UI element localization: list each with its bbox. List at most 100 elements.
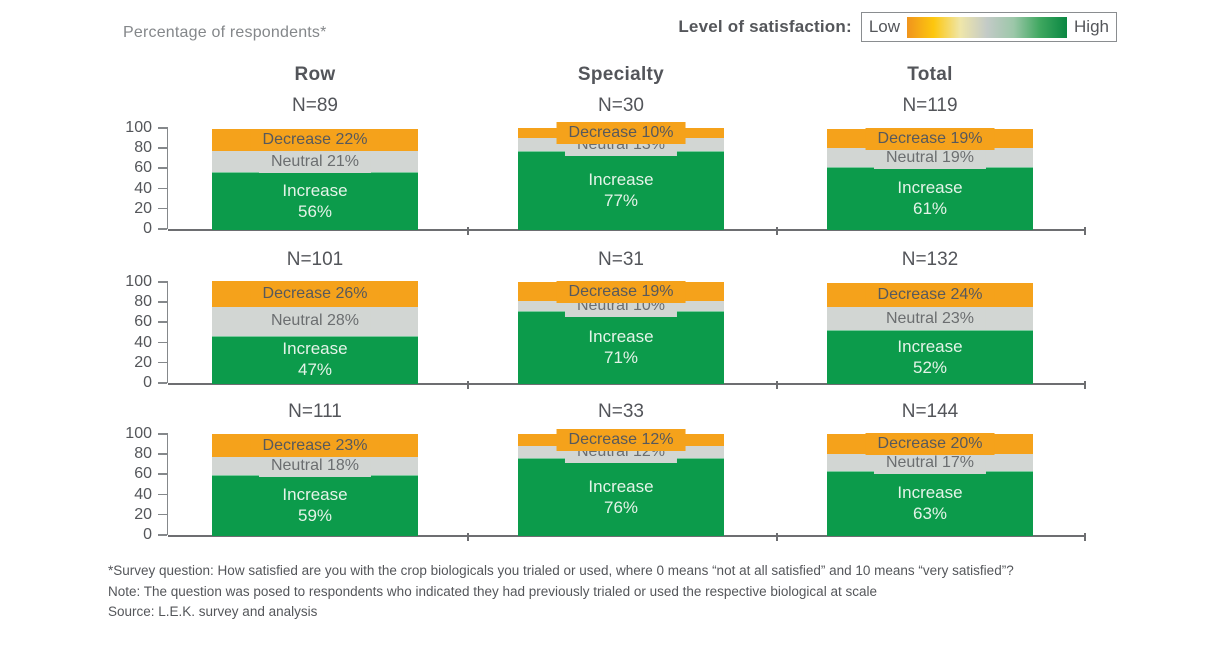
segment-label-increase: Increase 59% (282, 485, 348, 526)
segment-label-decrease: Decrease 19% (865, 127, 995, 150)
sample-size-label: N=132 (901, 249, 959, 270)
y-axis-unit-label: Percentage of respondents* (123, 24, 327, 41)
segment-label-increase: Increase 71% (588, 327, 654, 368)
segment-label-increase: Increase 63% (897, 483, 963, 524)
sample-size-label: N=33 (598, 401, 644, 422)
y-axis-tick-label: 20 (134, 353, 152, 371)
y-axis-tick (158, 433, 167, 435)
sample-size-label: N=30 (598, 95, 644, 116)
y-axis-tick (158, 473, 167, 475)
segment-label-increase: Increase 76% (588, 476, 654, 517)
column-title: Total (907, 64, 953, 85)
segment-label-neutral: Neutral 17% (873, 451, 987, 474)
y-axis-line (166, 281, 168, 383)
y-axis-tick (158, 534, 167, 536)
y-axis-tick (158, 281, 167, 283)
x-axis-divider-tick (1084, 227, 1086, 235)
segment-label-decrease: Decrease 26% (250, 283, 380, 306)
segment-label-increase: Increase 77% (588, 170, 654, 211)
y-axis-tick-label: 60 (134, 159, 152, 177)
sample-size-label: N=31 (598, 249, 644, 270)
legend-title: Level of satisfaction: (678, 17, 852, 36)
y-axis-tick (158, 167, 167, 169)
segment-label-neutral: Neutral 23% (873, 307, 987, 330)
y-axis-tick (158, 187, 167, 190)
sample-size-label: N=101 (286, 249, 344, 270)
segment-label-increase: Increase 47% (282, 339, 348, 380)
segment-label-decrease: Decrease 19% (556, 280, 686, 303)
segment-label-increase: Increase 56% (282, 180, 348, 221)
x-axis-divider-tick (1084, 381, 1086, 389)
y-axis-tick-label: 80 (134, 445, 152, 463)
sample-size-label: N=119 (902, 95, 958, 116)
y-axis-tick-label: 60 (134, 465, 152, 483)
segment-label-neutral: Neutral 28% (258, 310, 372, 333)
y-axis-tick (158, 382, 167, 384)
x-axis-divider-tick (776, 381, 778, 389)
y-axis-tick (158, 513, 167, 516)
bar-segment-increase (827, 330, 1033, 384)
y-axis-tick (158, 453, 167, 455)
x-axis-divider-tick (776, 227, 778, 235)
x-axis-divider-tick (1084, 533, 1086, 541)
y-axis-tick-label: 20 (134, 199, 152, 217)
legend-gradient-bar (907, 16, 1068, 38)
y-axis-tick-label: 0 (143, 526, 152, 543)
y-axis-tick (158, 341, 167, 344)
segment-label-neutral: Neutral 19% (873, 146, 987, 169)
legend-low-label: Low (868, 17, 901, 36)
segment-label-neutral: Neutral 21% (258, 150, 372, 173)
footnote-survey-question: *Survey question: How satisfied are you … (108, 563, 1014, 578)
y-axis-tick-label: 100 (125, 119, 152, 136)
segment-label-decrease: Decrease 10% (556, 122, 686, 145)
y-axis-tick (158, 321, 167, 323)
y-axis-tick (158, 147, 167, 149)
legend-scale-box: Low High (860, 12, 1117, 42)
legend-high-label: High (1074, 17, 1109, 36)
y-axis-tick (158, 207, 167, 210)
footnotes: *Survey question: How satisfied are you … (108, 562, 1088, 624)
x-axis-divider-tick (467, 533, 469, 541)
segment-label-increase: Increase 61% (897, 178, 963, 219)
y-axis-tick-label: 40 (134, 333, 152, 351)
y-axis-tick (158, 493, 167, 496)
sample-size-label: N=111 (288, 401, 342, 422)
bar-segment-increase (212, 172, 418, 230)
segment-label-decrease: Decrease 24% (865, 284, 995, 307)
y-axis-tick-label: 80 (134, 139, 152, 157)
segment-label-neutral: Neutral 18% (258, 455, 372, 478)
bar-segment-increase (212, 335, 418, 384)
y-axis-tick-label: 40 (134, 179, 152, 197)
y-axis-tick-label: 60 (134, 313, 152, 331)
column-title: Row (294, 64, 336, 85)
y-axis-tick-label: 80 (134, 293, 152, 311)
satisfaction-legend: Level of satisfaction: Low High (678, 12, 1117, 42)
y-axis-tick-label: 100 (125, 425, 152, 442)
column-title: Specialty (577, 64, 665, 85)
bar-segment-increase (827, 471, 1033, 536)
segment-label-decrease: Decrease 22% (250, 129, 380, 152)
x-axis-divider-tick (467, 227, 469, 235)
y-axis-tick (158, 228, 167, 230)
y-axis-tick-label: 40 (134, 485, 152, 503)
bar-segment-increase (518, 458, 724, 536)
y-axis-line (166, 127, 168, 229)
y-axis-tick (158, 127, 167, 129)
sample-size-label: N=144 (901, 401, 959, 422)
y-axis-line (166, 433, 168, 535)
footnote-note: Note: The question was posed to responde… (108, 583, 877, 599)
segment-label-decrease: Decrease 23% (250, 434, 380, 457)
y-axis-tick (158, 361, 167, 364)
x-axis-divider-tick (776, 533, 778, 541)
y-axis-tick (158, 301, 167, 303)
segment-label-decrease: Decrease 20% (865, 433, 995, 456)
x-axis-divider-tick (467, 381, 469, 389)
footnote-source: Source: L.E.K. survey and analysis (108, 604, 318, 619)
segment-label-increase: Increase 52% (897, 336, 963, 377)
y-axis-tick-label: 20 (134, 505, 152, 523)
bar-segment-increase (518, 311, 724, 384)
bar-segment-increase (827, 167, 1033, 230)
y-axis-tick-label: 0 (143, 374, 152, 391)
